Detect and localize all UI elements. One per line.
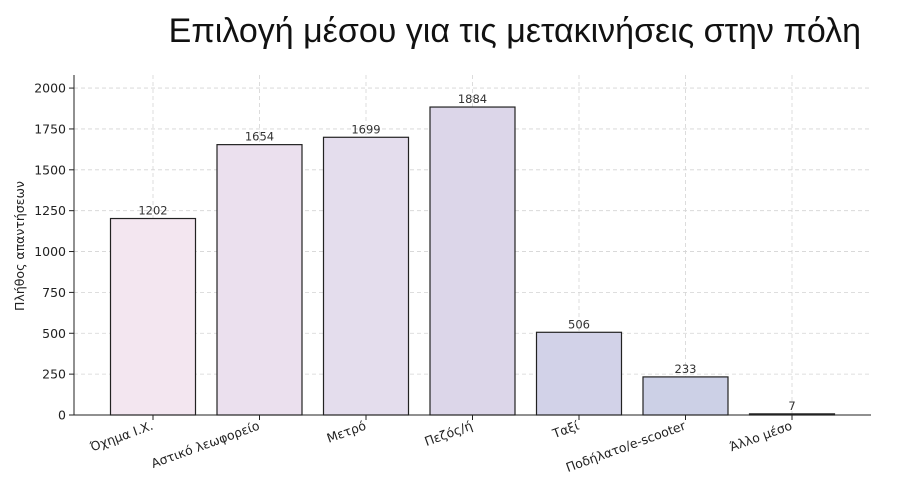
y-tick-labels: 0 250 500 750 1000 1250 1500 1750 2000 (34, 81, 74, 423)
y-tick-label: 500 (42, 326, 66, 341)
y-tick-label: 2000 (34, 81, 66, 96)
chart-title: Επιλογή μέσου για τις μετακινήσεις στην … (168, 12, 861, 50)
data-labels: 1202 1654 1699 1884 506 233 7 (138, 92, 795, 413)
y-tick-label: 1500 (34, 162, 66, 177)
x-tick-label: Όχημα Ι.Χ. (87, 418, 155, 455)
bar (429, 106, 516, 416)
bar-value-label: 1699 (351, 122, 380, 136)
y-axis-label: Πλήθος απαντήσεων (12, 181, 27, 311)
x-tick-label: Μετρό (325, 418, 368, 446)
x-tick-label: Άλλο μέσο (727, 418, 794, 454)
y-tick-label: 1250 (34, 203, 66, 218)
bar-value-label: 1654 (245, 130, 274, 144)
bar-value-label: 1884 (458, 92, 487, 106)
x-tick-labels: Όχημα Ι.Χ.Αστικό λεωφορείο Μετρό Πεζός/ή Τα… (87, 415, 794, 475)
bar (642, 376, 729, 416)
bars (109, 106, 836, 416)
bar (322, 136, 410, 416)
y-tick-label: 750 (42, 285, 66, 300)
bar (109, 217, 197, 416)
y-tick-label: 0 (58, 408, 66, 423)
bar (216, 144, 303, 416)
x-tick-label: Πεζός/ή (422, 418, 474, 449)
bar-value-label: 1202 (138, 204, 167, 218)
y-tick-label: 250 (42, 367, 66, 382)
y-tick-label: 1750 (34, 121, 66, 136)
bar-value-label: 506 (568, 317, 590, 331)
bar-value-label: 233 (675, 362, 697, 376)
bar-value-label: 7 (788, 399, 795, 413)
x-tick-label: Ταξί (550, 417, 582, 441)
y-tick-label: 1000 (34, 244, 66, 259)
x-tick-label: Ποδήλατο/e-scooter (564, 417, 689, 475)
x-tick-label: Αστικό λεωφορείο (149, 418, 262, 471)
bar (535, 331, 623, 416)
